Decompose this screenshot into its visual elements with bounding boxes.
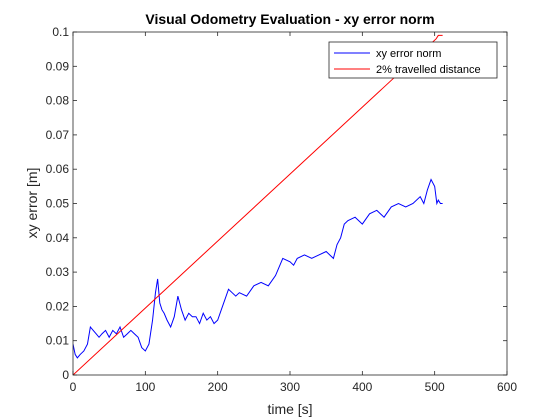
legend-box (328, 41, 498, 79)
y-axis-label: xy error [m] (24, 168, 40, 239)
y-tick-label: 0.09 (46, 59, 70, 73)
x-tick-label: 600 (497, 380, 517, 394)
x-tick-label: 200 (208, 380, 228, 394)
legend-entry-xy-error-norm: xy error norm (376, 48, 441, 60)
x-tick-label: 400 (352, 380, 372, 394)
x-tick-label: 300 (280, 380, 300, 394)
y-tick-label: 0.07 (46, 128, 70, 142)
x-tick-label: 500 (425, 380, 445, 394)
y-tick-label: 0.08 (46, 94, 70, 108)
y-tick-label: 0.06 (46, 162, 70, 176)
plot-area (73, 34, 443, 375)
y-tick-label: 0.05 (46, 197, 70, 211)
y-tick-label: 0.01 (46, 334, 70, 348)
y-axis: 0 0.01 0.02 0.03 0.04 0.05 0.06 0.07 0.08 0.09 0.1 (46, 25, 507, 382)
legend-entry-travelled-distance: 2% travelled distance (376, 64, 481, 76)
series-line-travelled-distance (73, 34, 443, 375)
x-axis-label: time [s] (267, 401, 312, 417)
series-line-xy-error-norm (73, 178, 443, 359)
x-tick-label: 100 (135, 380, 155, 394)
chart-title: Visual Odometry Evaluation - xy error no… (145, 11, 434, 27)
y-tick-label: 0.02 (46, 299, 70, 313)
y-tick-label: 0.03 (46, 265, 70, 279)
y-tick-label: 0 (62, 368, 69, 382)
x-axis: 0 100 200 300 400 500 600 (70, 32, 517, 394)
x-tick-label: 0 (70, 380, 77, 394)
y-tick-label: 0.1 (52, 25, 69, 39)
y-tick-label: 0.04 (46, 231, 70, 245)
legend: xy error norm 2% travelled distance (328, 41, 498, 79)
